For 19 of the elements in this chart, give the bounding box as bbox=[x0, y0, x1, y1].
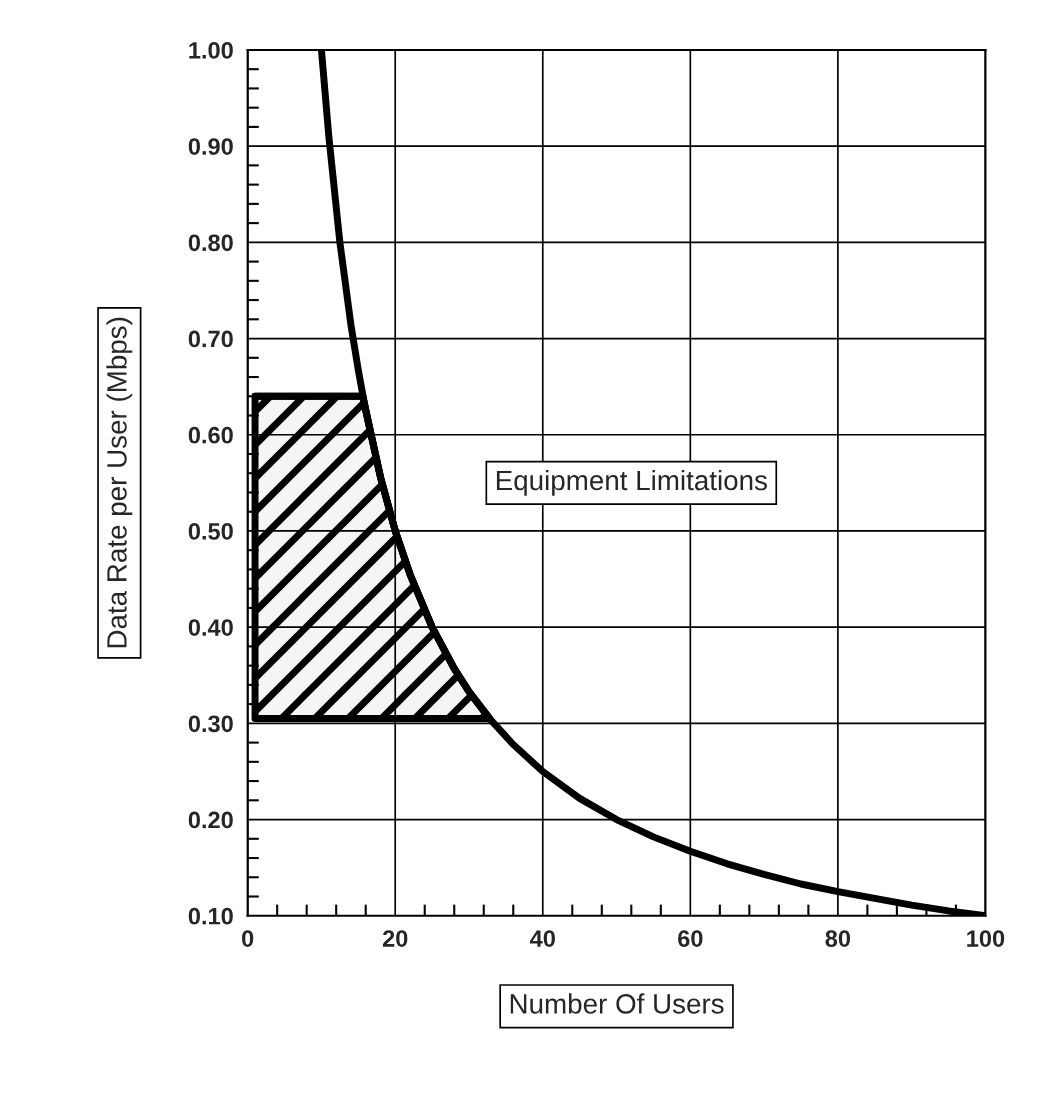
x-tick-label: 60 bbox=[678, 930, 703, 947]
y-tick-label: 0.10 bbox=[188, 907, 233, 925]
y-tick-label: 0.80 bbox=[188, 234, 233, 252]
y-tick-label: 0.30 bbox=[188, 715, 233, 733]
x-axis-title: Number Of Users bbox=[510, 993, 724, 1014]
y-tick-label: 1.00 bbox=[189, 42, 233, 59]
y-axis-title: Data Rate per User (Mbps) bbox=[106, 317, 133, 648]
annotation: Equipment Limitations bbox=[496, 469, 767, 496]
y-tick-label: 0.70 bbox=[188, 330, 233, 348]
x-tick-label: 40 bbox=[530, 930, 555, 947]
x-tick-label: 80 bbox=[825, 930, 851, 947]
y-tick-label: 0.50 bbox=[188, 523, 233, 540]
x-tick-label: 100 bbox=[967, 930, 1005, 947]
y-tick-label: 0.20 bbox=[188, 811, 233, 829]
x-tick-label: 0 bbox=[242, 930, 254, 947]
y-tick-label: 0.40 bbox=[188, 619, 233, 636]
y-tick-label: 0.60 bbox=[188, 426, 233, 444]
y-tick-label: 0.90 bbox=[188, 138, 233, 155]
x-tick-label: 20 bbox=[382, 930, 408, 947]
